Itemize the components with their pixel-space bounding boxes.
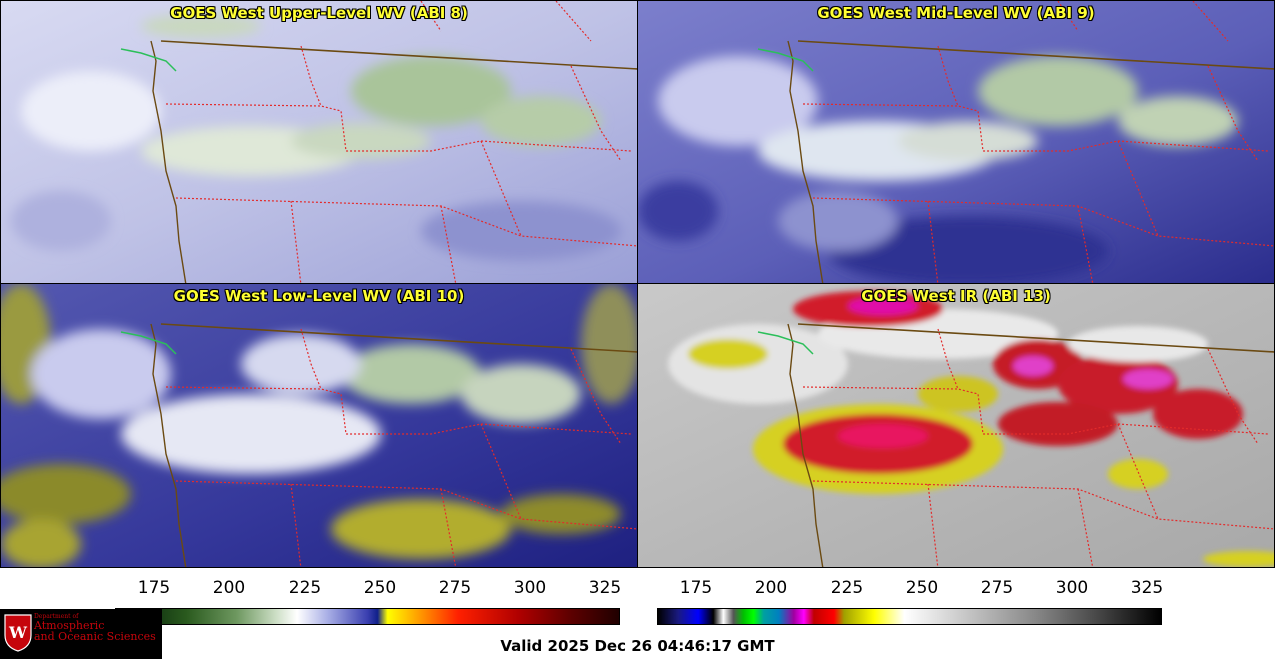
low-wv-image (1, 284, 637, 567)
tick-label: 175 (137, 578, 171, 598)
tick-label: 275 (980, 578, 1014, 598)
tick-label: 250 (363, 578, 397, 598)
aos-logo: W Department of Atmospheric and Oceanic … (0, 609, 162, 659)
wv-colorbar (115, 608, 620, 625)
panel-low-wv: GOES West Low-Level WV (ABI 10) (0, 283, 638, 568)
logo-text: Department of Atmospheric and Oceanic Sc… (34, 613, 156, 643)
ir-colorbar-ticks: 175 200 225 250 275 300 325 (657, 578, 1164, 600)
uw-crest-icon: W (4, 614, 32, 652)
panel-title: GOES West Mid-Level WV (ABI 9) (817, 4, 1095, 22)
tick-label: 325 (588, 578, 622, 598)
ir-image (638, 284, 1274, 567)
tick-label: 250 (905, 578, 939, 598)
tick-label: 300 (1055, 578, 1089, 598)
tick-label: 325 (1130, 578, 1164, 598)
tick-label: 200 (212, 578, 246, 598)
valid-time: Valid 2025 Dec 26 04:46:17 GMT (500, 637, 775, 655)
panel-title: GOES West IR (ABI 13) (861, 287, 1051, 305)
panel-mid-wv: GOES West Mid-Level WV (ABI 9) (637, 0, 1275, 284)
panel-ir: GOES West IR (ABI 13) (637, 283, 1275, 568)
panel-title: GOES West Upper-Level WV (ABI 8) (170, 4, 468, 22)
tick-label: 300 (513, 578, 547, 598)
wv-colorbar-ticks: 175 200 225 250 275 300 325 (115, 578, 622, 600)
mid-wv-image (638, 1, 1274, 283)
tick-label: 225 (288, 578, 322, 598)
panel-title: GOES West Low-Level WV (ABI 10) (173, 287, 465, 305)
tick-label: 275 (438, 578, 472, 598)
panel-upper-wv: GOES West Upper-Level WV (ABI 8) (0, 0, 638, 284)
svg-text:W: W (8, 623, 28, 642)
tick-label: 175 (679, 578, 713, 598)
ir-colorbar (657, 608, 1162, 625)
upper-wv-image (1, 1, 637, 283)
tick-label: 225 (830, 578, 864, 598)
tick-label: 200 (754, 578, 788, 598)
